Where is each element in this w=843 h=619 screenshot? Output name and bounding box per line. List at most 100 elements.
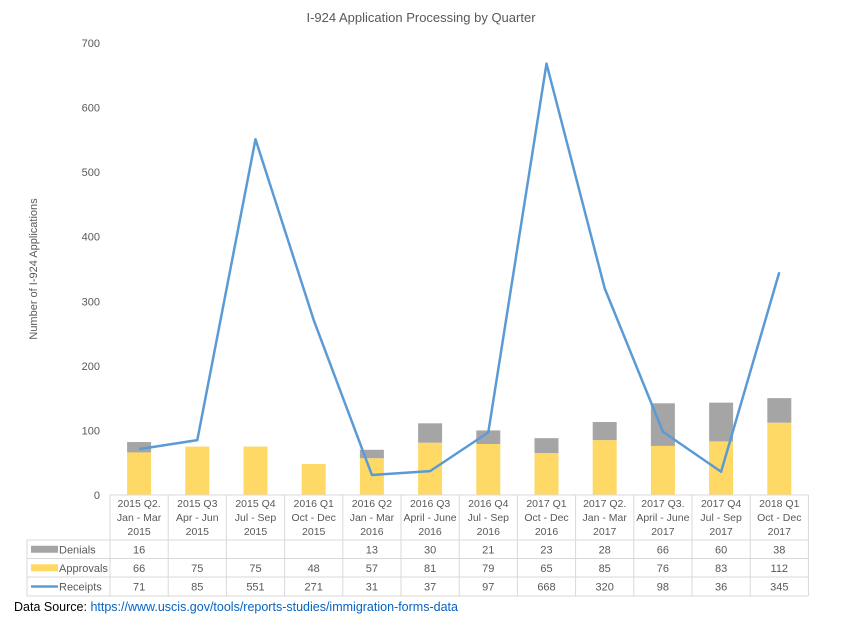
table-cell-approvals: 83 [715, 563, 727, 575]
category-label: 2017 [768, 526, 792, 538]
table-cell-denials: 38 [773, 544, 785, 556]
legend-label-approvals: Approvals [59, 563, 108, 575]
category-label: 2015 Q3 [177, 498, 217, 510]
category-label: 2015 Q4 [235, 498, 275, 510]
table-cell-approvals: 57 [366, 563, 378, 575]
table-cell-receipts: 551 [246, 582, 264, 594]
bar-approvals [476, 443, 501, 495]
y-tick-label: 0 [94, 490, 100, 502]
legend-label-denials: Denials [59, 544, 96, 556]
line-receipts [138, 62, 781, 477]
table-cell-receipts: 85 [191, 582, 203, 594]
bar-approvals [359, 458, 384, 495]
table-cell-approvals: 81 [424, 563, 436, 575]
category-label: Jul - Sep [235, 512, 277, 524]
data-source-link[interactable]: https://www.uscis.gov/tools/reports-stud… [90, 600, 458, 614]
category-label: 2015 [302, 526, 326, 538]
table-cell-receipts: 668 [537, 582, 555, 594]
bar-denials [709, 402, 734, 442]
category-label: Oct - Dec [292, 512, 336, 524]
table-cell-receipts: 345 [770, 582, 788, 594]
bar-approvals [127, 452, 152, 495]
bar-denials [592, 422, 617, 441]
table-cell-approvals: 76 [657, 563, 669, 575]
category-label: 2016 [418, 526, 442, 538]
bar-approvals [301, 464, 326, 495]
category-label: Oct - Dec [524, 512, 568, 524]
table-cell-receipts: 37 [424, 582, 436, 594]
bar-approvals [592, 440, 617, 495]
category-label: 2015 Q2. [117, 498, 160, 510]
table-cell-approvals: 75 [191, 563, 203, 575]
bar-approvals [534, 453, 559, 495]
category-label: 2015 [244, 526, 268, 538]
category-label: Oct - Dec [757, 512, 801, 524]
data-source: Data Source: https://www.uscis.gov/tools… [14, 600, 458, 614]
y-axis-label: Number of I-924 Applications [28, 198, 40, 340]
y-tick-label: 700 [82, 38, 100, 50]
category-label: Jul - Sep [700, 512, 742, 524]
bar-approvals [418, 442, 443, 495]
category-label: 2016 Q1 [294, 498, 334, 510]
category-label: Apr - Jun [176, 512, 219, 524]
table-cell-denials: 66 [657, 544, 669, 556]
table-cell-approvals: 48 [308, 563, 320, 575]
category-label: 2017 [651, 526, 675, 538]
category-label: 2017 Q1 [526, 498, 566, 510]
table-cell-denials: 60 [715, 544, 727, 556]
category-label: 2017 [593, 526, 617, 538]
y-tick-label: 200 [82, 361, 100, 373]
bar-denials [534, 438, 559, 454]
bar-denials [127, 442, 152, 453]
table-cell-receipts: 98 [657, 582, 669, 594]
category-label: 2016 [535, 526, 559, 538]
table-cell-receipts: 31 [366, 582, 378, 594]
category-label: Jan - Mar [583, 512, 628, 524]
y-tick-label: 500 [82, 167, 100, 179]
table-cell-denials: 23 [540, 544, 552, 556]
table-cell-approvals: 66 [133, 563, 145, 575]
category-label: April - June [636, 512, 689, 524]
category-label: 2016 Q3 [410, 498, 450, 510]
bar-approvals [243, 446, 268, 495]
table-cell-denials: 13 [366, 544, 378, 556]
y-tick-label: 600 [82, 103, 100, 115]
bar-approvals [650, 445, 675, 495]
data-source-label: Data Source: [14, 600, 87, 614]
table-cell-approvals: 75 [249, 563, 261, 575]
table-cell-receipts: 271 [305, 582, 323, 594]
category-label: April - June [404, 512, 457, 524]
legend-label-receipts: Receipts [59, 582, 102, 594]
table-cell-receipts: 97 [482, 582, 494, 594]
bar-denials [476, 430, 501, 444]
category-label: 2017 Q2. [583, 498, 626, 510]
legend-key-approvals [31, 564, 58, 572]
category-label: 2015 [186, 526, 210, 538]
y-tick-label: 400 [82, 232, 100, 244]
category-label: Jan - Mar [117, 512, 162, 524]
table-cell-denials: 21 [482, 544, 494, 556]
category-label: 2017 [709, 526, 733, 538]
category-label: 2016 [477, 526, 501, 538]
category-label: Jan - Mar [350, 512, 395, 524]
chart-title: I-924 Application Processing by Quarter [306, 10, 536, 25]
bar-approvals [185, 446, 210, 495]
category-label: 2015 [127, 526, 151, 538]
table-cell-approvals: 112 [771, 563, 789, 575]
category-label: 2016 Q4 [468, 498, 508, 510]
bar-denials [767, 398, 792, 423]
table-cell-receipts: 320 [596, 582, 614, 594]
table-cell-receipts: 71 [133, 582, 145, 594]
bar-denials [359, 449, 384, 459]
legend-key-denials [31, 545, 58, 553]
category-label: 2017 Q4 [701, 498, 741, 510]
category-label: 2018 Q1 [759, 498, 799, 510]
table-cell-approvals: 85 [599, 563, 611, 575]
category-label: 2016 Q2 [352, 498, 392, 510]
table-cell-denials: 30 [424, 544, 436, 556]
table-cell-denials: 16 [133, 544, 145, 556]
bar-denials [418, 423, 443, 443]
category-label: Jul - Sep [468, 512, 510, 524]
